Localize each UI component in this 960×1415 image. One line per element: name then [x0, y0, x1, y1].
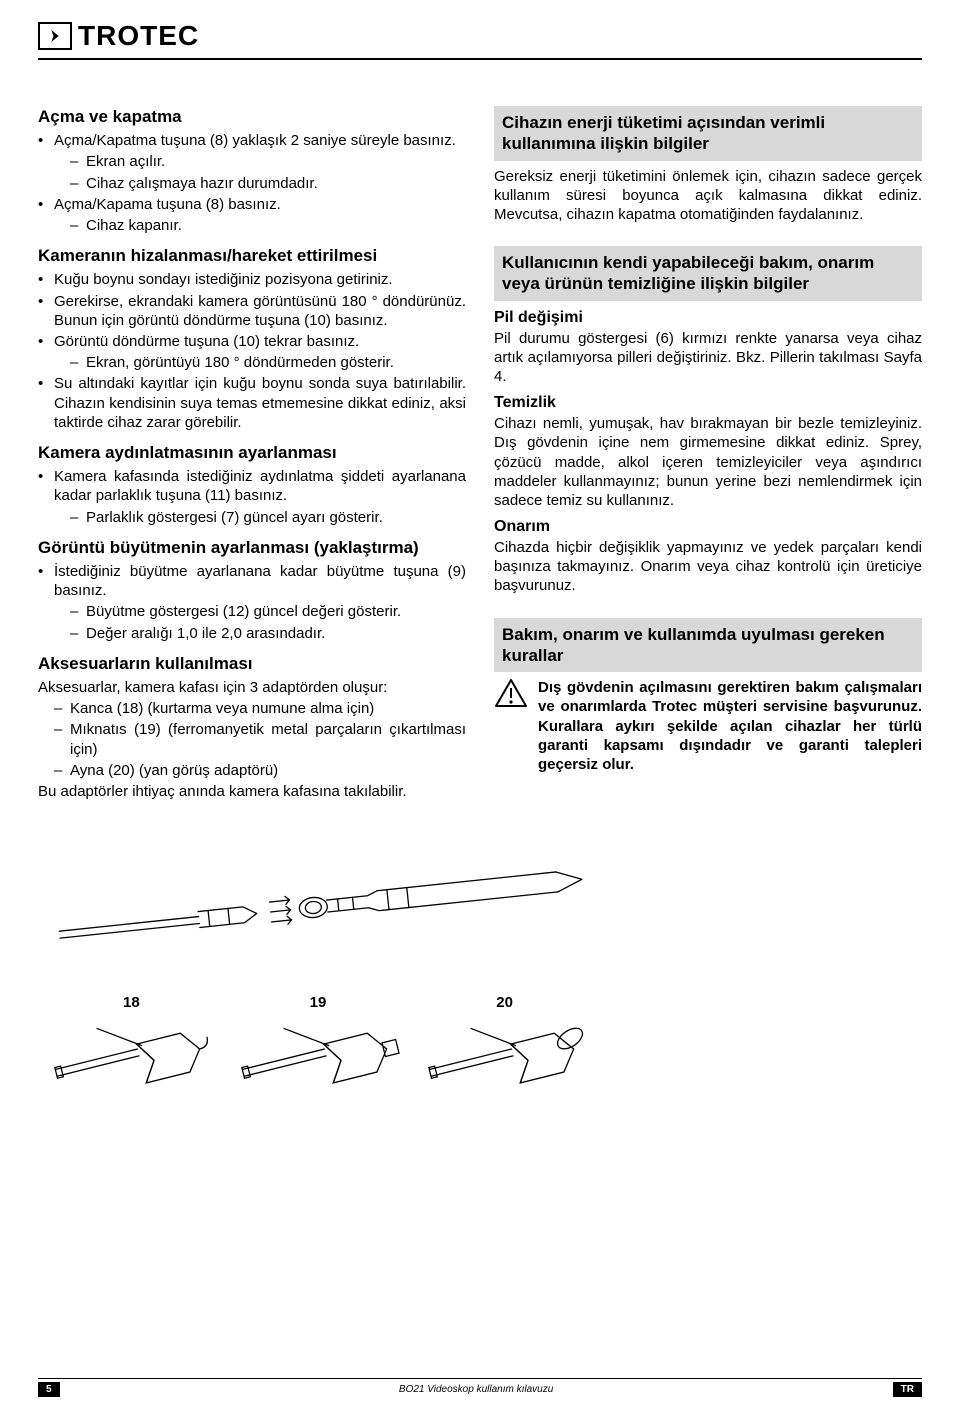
- sub-item: Büyütme göstergesi (12) güncel değeri gö…: [54, 602, 466, 621]
- body-text: Pil durumu göstergesi (6) kırmızı renkte…: [494, 329, 922, 387]
- content-columns: Açma ve kapatma Açma/Kapatma tuşuna (8) …: [38, 106, 922, 811]
- warning-icon: [494, 678, 528, 713]
- brand-name: TROTEC: [78, 20, 199, 52]
- list-item: Açma/Kapama tuşuna (8) basınız. Cihaz ka…: [38, 195, 466, 235]
- acc-hook-icon: [46, 1011, 216, 1121]
- subheading: Temizlik: [494, 394, 922, 412]
- section-rules: Bakım, onarım ve kullanımda uyulması ger…: [494, 618, 922, 774]
- footer: 5 BO21 Videoskop kullanım kılavuzu TR: [0, 1378, 960, 1397]
- body-text: Gereksiz enerji tüketimini önlemek için,…: [494, 167, 922, 225]
- sub-item: Kanca (18) (kurtarma veya numune alma iç…: [38, 699, 466, 718]
- acc-label-20: 20: [496, 994, 513, 1011]
- sub-item: Cihaz çalışmaya hazır durumdadır.: [54, 174, 466, 193]
- acc-label-18: 18: [123, 994, 140, 1011]
- sub-item: Cihaz kapanır.: [54, 216, 466, 235]
- outro-text: Bu adaptörler ihtiyaç anında kamera kafa…: [38, 782, 466, 801]
- list-item: Gerekirse, ekrandaki kamera görüntüsünü …: [38, 292, 466, 330]
- subheading: Pil değişimi: [494, 309, 922, 327]
- page-number: 5: [38, 1382, 60, 1397]
- text: Açma/Kapatma tuşuna (8) yaklaşık 2 saniy…: [54, 132, 456, 149]
- warning-text: Dış gövdenin açılmasını gerektiren bakım…: [538, 678, 922, 774]
- heading: Açma ve kapatma: [38, 106, 466, 127]
- list-item: Kuğu boynu sondayı istediğiniz pozisyona…: [38, 270, 466, 289]
- section-lighting: Kamera aydınlatmasının ayarlanması Kamer…: [38, 442, 466, 527]
- section-camera-align: Kameranın hizalanması/hareket ettirilmes…: [38, 245, 466, 432]
- heading: Kamera aydınlatmasının ayarlanması: [38, 442, 466, 463]
- heading: Kameranın hizalanması/hareket ettirilmes…: [38, 245, 466, 266]
- right-column: Cihazın enerji tüketimi açısından veriml…: [494, 106, 922, 811]
- figure-adapter-attachment: [38, 829, 598, 984]
- section-energy: Cihazın enerji tüketimi açısından veriml…: [494, 106, 922, 224]
- heading: Aksesuarların kullanılması: [38, 653, 466, 674]
- shaded-heading: Cihazın enerji tüketimi açısından veriml…: [494, 106, 922, 161]
- acc-mirror-icon: [420, 1011, 590, 1121]
- page: TROTEC Açma ve kapatma Açma/Kapatma tuşu…: [0, 0, 960, 1415]
- doc-title: BO21 Videoskop kullanım kılavuzu: [68, 1384, 885, 1395]
- list-item: Kamera kafasında istediğiniz aydınlatma …: [38, 467, 466, 527]
- section-user-maint: Kullanıcının kendi yapabileceği bakım, o…: [494, 246, 922, 596]
- body-text: Cihazda hiçbir değişiklik yapmayınız ve …: [494, 538, 922, 596]
- shaded-heading: Kullanıcının kendi yapabileceği bakım, o…: [494, 246, 922, 301]
- text: Açma/Kapama tuşuna (8) basınız.: [54, 196, 281, 213]
- sub-item: Ayna (20) (yan görüş adaptörü): [38, 761, 466, 780]
- list-item: İstediğiniz büyütme ayarlanana kadar büy…: [38, 562, 466, 643]
- shaded-heading: Bakım, onarım ve kullanımda uyulması ger…: [494, 618, 922, 673]
- sub-item: Ekran, görüntüyü 180 ° döndürmeden göste…: [54, 353, 466, 372]
- section-zoom: Görüntü büyütmenin ayarlanması (yaklaştı…: [38, 537, 466, 643]
- lang-badge: TR: [893, 1382, 922, 1397]
- list-item: Su altındaki kayıtlar için kuğu boynu so…: [38, 374, 466, 432]
- text: Kamera kafasında istediğiniz aydınlatma …: [54, 467, 466, 505]
- sub-item: Ekran açılır.: [54, 152, 466, 171]
- warning-row: Dış gövdenin açılmasını gerektiren bakım…: [494, 678, 922, 774]
- intro-text: Aksesuarlar, kamera kafası için 3 adaptö…: [38, 678, 466, 697]
- list-item: Açma/Kapatma tuşuna (8) yaklaşık 2 saniy…: [38, 131, 466, 193]
- text: İstediğiniz büyütme ayarlanana kadar büy…: [54, 562, 466, 600]
- acc-magnet-icon: [233, 1011, 403, 1121]
- sub-item: Mıknatıs (19) (ferromanyetik metal parça…: [38, 720, 466, 758]
- accessories-row: 18 19 20: [38, 994, 598, 1121]
- text: Görüntü döndürme tuşuna (10) tekrar bası…: [54, 333, 359, 350]
- subheading: Onarım: [494, 518, 922, 536]
- left-column: Açma ve kapatma Açma/Kapatma tuşuna (8) …: [38, 106, 466, 811]
- section-power: Açma ve kapatma Açma/Kapatma tuşuna (8) …: [38, 106, 466, 235]
- sub-item: Parlaklık göstergesi (7) güncel ayarı gö…: [54, 508, 466, 527]
- section-accessories: Aksesuarların kullanılması Aksesuarlar, …: [38, 653, 466, 801]
- header: TROTEC: [38, 20, 922, 60]
- logo-chevron-icon: [38, 22, 72, 50]
- heading: Görüntü büyütmenin ayarlanması (yaklaştı…: [38, 537, 466, 558]
- sub-item: Değer aralığı 1,0 ile 2,0 arasındadır.: [54, 624, 466, 643]
- list-item: Görüntü döndürme tuşuna (10) tekrar bası…: [38, 332, 466, 372]
- body-text: Cihazı nemli, yumuşak, hav bırakmayan bi…: [494, 414, 922, 510]
- acc-label-19: 19: [310, 994, 327, 1011]
